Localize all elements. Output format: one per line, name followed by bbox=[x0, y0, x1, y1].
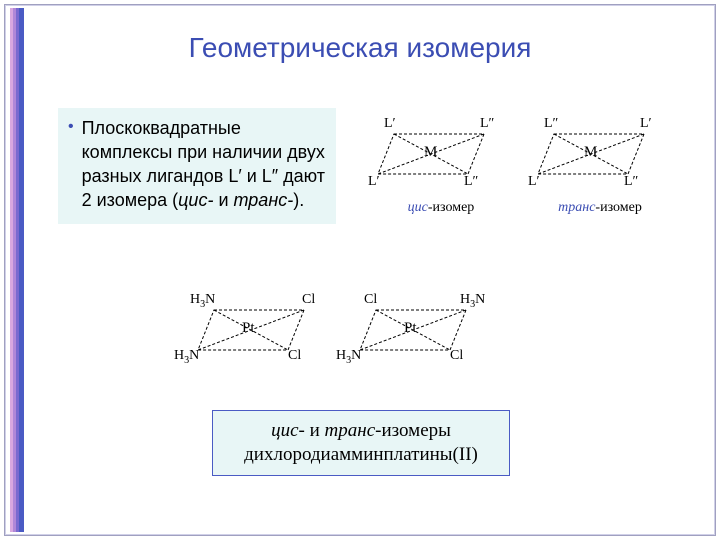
ligand-label: H3N bbox=[190, 292, 215, 310]
complex-trans-pt: Cl H3N H3N Cl Pt bbox=[358, 288, 488, 378]
ligand-label: Cl bbox=[364, 292, 377, 308]
ligand-label: L′ bbox=[640, 116, 652, 132]
slide-title: Геометрическая изомерия bbox=[0, 32, 720, 64]
bottom-caption-box: цис- и транс-изомеры дихлородиамминплати… bbox=[212, 410, 510, 476]
ligand-label: Cl bbox=[302, 292, 315, 308]
ligand-label: Cl bbox=[288, 348, 301, 364]
ligand-label: L′ bbox=[528, 174, 540, 190]
center-label: M bbox=[424, 144, 437, 161]
center-label: M bbox=[584, 144, 597, 161]
caption-cis: цис-изомер bbox=[386, 200, 496, 216]
center-label: Pt bbox=[404, 320, 417, 337]
center-label: Pt bbox=[242, 320, 255, 337]
ligand-label: L″ bbox=[464, 174, 478, 190]
ligand-label: L″ bbox=[544, 116, 558, 132]
ligand-label: H3N bbox=[336, 348, 361, 366]
complex-cis-pt: H3N Cl H3N Cl Pt bbox=[196, 288, 326, 378]
caption-trans: транс-изомер bbox=[540, 200, 660, 216]
ligand-label: L′ bbox=[368, 174, 380, 190]
ligand-label: Cl bbox=[450, 348, 463, 364]
ligand-label: H3N bbox=[460, 292, 485, 310]
bullet-block: • Плоскоквадратные комплексы при наличии… bbox=[58, 108, 336, 224]
ligand-label: L″ bbox=[624, 174, 638, 190]
accent-bar bbox=[10, 8, 24, 532]
bullet-text: Плоскоквадратные комплексы при наличии д… bbox=[82, 116, 326, 212]
ligand-label: H3N bbox=[174, 348, 199, 366]
complex-cis-generic: L′ L″ L′ L″ M bbox=[376, 112, 506, 202]
complex-trans-generic: L″ L′ L′ L″ M bbox=[536, 112, 666, 202]
bullet-marker: • bbox=[68, 116, 74, 212]
ligand-label: L′ bbox=[384, 116, 396, 132]
ligand-label: L″ bbox=[480, 116, 494, 132]
